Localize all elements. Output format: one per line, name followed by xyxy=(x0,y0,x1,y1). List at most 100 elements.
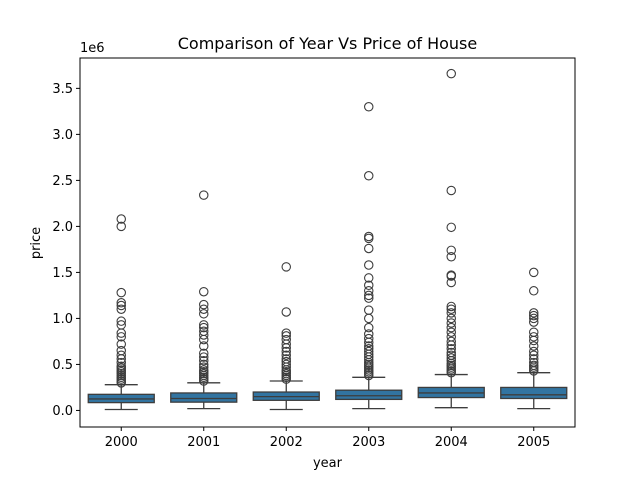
outlier-point xyxy=(446,245,456,256)
y-tick-label: 3.5 xyxy=(52,82,73,97)
outlier-point xyxy=(281,346,291,357)
outlier-point xyxy=(116,221,127,232)
outlier-point xyxy=(528,360,539,371)
outlier-point xyxy=(446,222,456,233)
outlier-point xyxy=(363,290,374,301)
outlier-point xyxy=(116,345,127,356)
outlier-point xyxy=(446,332,456,342)
box xyxy=(170,392,238,403)
outlier-point xyxy=(446,327,456,337)
outlier-point xyxy=(199,326,209,337)
outlier-point xyxy=(281,334,291,345)
outlier-point xyxy=(199,190,209,200)
outlier-point xyxy=(199,362,209,372)
y-tick-label: 1.0 xyxy=(52,312,73,327)
outlier-point xyxy=(281,354,291,364)
outlier-point xyxy=(446,277,456,288)
y-tick-label: 2.0 xyxy=(52,220,73,235)
outlier-point xyxy=(116,287,127,298)
outlier-point xyxy=(363,329,374,339)
outlier-point xyxy=(528,327,539,337)
outlier-point xyxy=(116,332,127,342)
outlier-point xyxy=(116,316,127,326)
outlier-point xyxy=(363,280,374,291)
outlier-point xyxy=(446,336,456,347)
outlier-point xyxy=(199,322,209,333)
outlier-point xyxy=(528,313,539,324)
outlier-point xyxy=(116,298,127,308)
outlier-point xyxy=(528,350,539,360)
outlier-point xyxy=(116,339,127,349)
y-offset-label: 1e6 xyxy=(80,41,105,56)
outlier-point xyxy=(363,346,374,357)
outlier-point xyxy=(363,341,374,351)
outlier-point xyxy=(199,365,209,375)
outlier-point xyxy=(446,318,456,328)
outlier-point xyxy=(199,330,209,340)
outlier-point xyxy=(363,102,374,112)
outlier-point xyxy=(363,171,374,181)
outlier-point xyxy=(446,344,456,354)
outlier-point xyxy=(528,317,539,327)
outlier-point xyxy=(446,252,456,262)
outlier-point xyxy=(363,233,374,244)
outlier-point xyxy=(363,243,374,254)
outlier-point xyxy=(116,214,127,224)
outlier-point xyxy=(116,300,127,311)
outlier-point xyxy=(281,359,291,370)
outlier-point xyxy=(363,260,374,270)
outlier-point xyxy=(116,361,127,372)
outlier-point xyxy=(446,308,456,318)
outlier-point xyxy=(446,322,456,333)
outlier-point xyxy=(199,341,209,351)
outlier-point xyxy=(281,328,291,338)
plot-frame xyxy=(79,57,576,428)
outlier-point xyxy=(446,185,456,196)
outlier-point xyxy=(199,299,209,310)
outlier-point xyxy=(446,68,456,79)
outlier-point xyxy=(528,286,539,296)
outlier-point xyxy=(363,273,374,283)
box xyxy=(335,389,403,401)
outlier-point xyxy=(528,346,539,357)
plot-area: 0.0 0.5 1.0 1.5 2.0 2.5 3.0 3.5 2000 2001 2002 2003… xyxy=(52,68,568,450)
outlier-point xyxy=(528,341,539,351)
outlier-point xyxy=(199,320,209,330)
outlier-point xyxy=(281,331,291,341)
outlier-point xyxy=(446,301,456,312)
x-tick-label: 2000 xyxy=(105,435,138,450)
outlier-point xyxy=(528,354,539,364)
outlier-point xyxy=(116,357,127,368)
x-tick-label: 2004 xyxy=(435,435,468,450)
outlier-point xyxy=(363,293,374,303)
outlier-point xyxy=(199,355,209,366)
outlier-point xyxy=(363,313,374,324)
outlier-point xyxy=(528,310,539,321)
outlier-point xyxy=(199,304,209,314)
outlier-point xyxy=(528,308,539,318)
outlier-point xyxy=(281,350,291,360)
y-tick-label: 0.0 xyxy=(52,404,73,419)
outlier-point xyxy=(199,359,209,370)
y-tick-label: 3.0 xyxy=(52,128,73,143)
outlier-point xyxy=(363,231,374,242)
outlier-point xyxy=(281,307,291,317)
x-tick-label: 2002 xyxy=(270,435,303,450)
y-tick-label: 1.5 xyxy=(52,266,73,281)
outlier-point xyxy=(199,348,209,359)
outlier-point xyxy=(528,357,539,368)
outlier-point xyxy=(199,309,209,319)
outlier-point xyxy=(363,322,374,333)
outlier-point xyxy=(199,286,209,297)
outlier-point xyxy=(446,304,456,314)
y-axis-label: price xyxy=(29,227,44,259)
outlier-point xyxy=(116,320,127,330)
box xyxy=(500,386,568,400)
outlier-point xyxy=(363,305,374,315)
x-tick-label: 2001 xyxy=(187,435,220,450)
outlier-point xyxy=(446,313,456,324)
x-axis-label: year xyxy=(313,456,343,471)
outlier-point xyxy=(281,356,291,367)
outlier-point xyxy=(446,270,456,280)
